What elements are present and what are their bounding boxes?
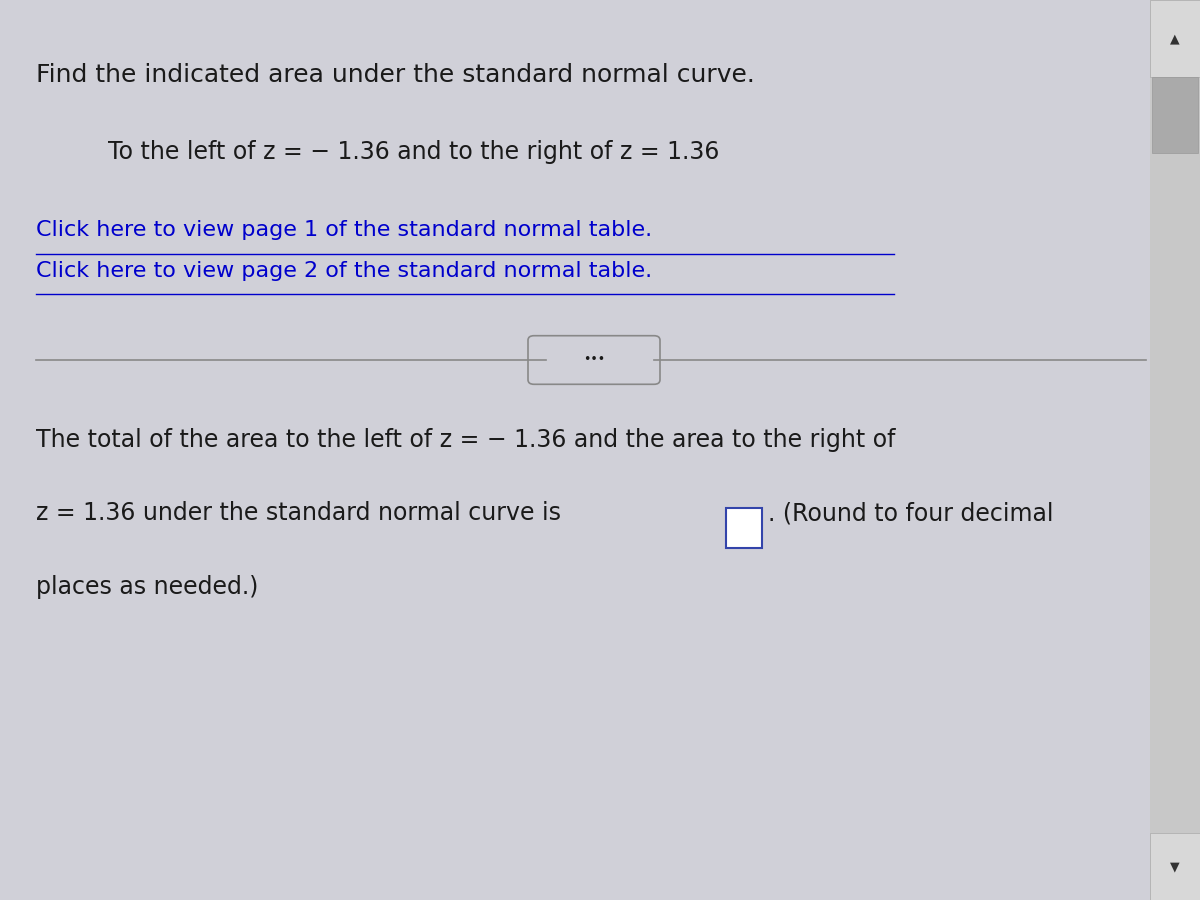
Text: . (Round to four decimal: . (Round to four decimal bbox=[768, 501, 1054, 526]
Text: ▲: ▲ bbox=[1170, 32, 1180, 45]
Text: The total of the area to the left of z = − 1.36 and the area to the right of: The total of the area to the left of z =… bbox=[36, 428, 895, 452]
Text: ▼: ▼ bbox=[1170, 860, 1180, 873]
Text: Find the indicated area under the standard normal curve.: Find the indicated area under the standa… bbox=[36, 63, 755, 87]
Text: •••: ••• bbox=[583, 354, 605, 366]
FancyBboxPatch shape bbox=[726, 508, 762, 548]
Text: z = 1.36 under the standard normal curve is: z = 1.36 under the standard normal curve… bbox=[36, 501, 562, 526]
FancyBboxPatch shape bbox=[1150, 0, 1200, 900]
Text: places as needed.): places as needed.) bbox=[36, 575, 258, 599]
FancyBboxPatch shape bbox=[528, 336, 660, 384]
Text: To the left of z = − 1.36 and to the right of z = 1.36: To the left of z = − 1.36 and to the rig… bbox=[108, 140, 719, 164]
FancyBboxPatch shape bbox=[1150, 832, 1200, 900]
FancyBboxPatch shape bbox=[1152, 76, 1198, 153]
Text: Click here to view page 1 of the standard normal table.: Click here to view page 1 of the standar… bbox=[36, 220, 652, 240]
Text: Click here to view page 2 of the standard normal table.: Click here to view page 2 of the standar… bbox=[36, 261, 652, 281]
FancyBboxPatch shape bbox=[1150, 0, 1200, 76]
